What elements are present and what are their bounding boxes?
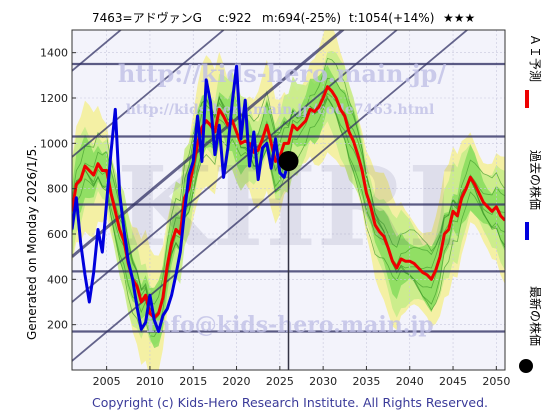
header-code-name: 7463=アドヴァンG	[92, 10, 202, 25]
y-axis-ticks: 200 400 600 800 1000 1200 1400	[40, 47, 76, 332]
trend-channel-line	[72, 30, 345, 258]
x-tick-label: 2030	[309, 375, 337, 388]
trend-channel-line	[72, 30, 225, 158]
latest-price-marker	[278, 151, 299, 172]
y-tick-label: 1400	[40, 47, 68, 60]
generated-date-label: Generated on Monday 2026/1/5.	[25, 145, 39, 340]
past-price-series-line	[72, 64, 290, 333]
x-tick-label: 2040	[396, 375, 424, 388]
watermark-url: http://kids-hero.main.jp/	[118, 59, 446, 88]
x-tick-label: 2050	[482, 375, 510, 388]
header-target-price: t:1054(+14%)	[349, 11, 434, 25]
watermark-email: info@kids-hero.main.jp	[146, 312, 433, 338]
forecast-ensemble-line	[72, 57, 505, 305]
plot-frame	[71, 29, 506, 371]
x-tick-label: 2025	[266, 375, 294, 388]
y-tick-label: 1200	[40, 92, 68, 105]
header-mid-price: m:694(-25%)	[262, 11, 341, 25]
y-tick-label: 200	[47, 319, 68, 332]
y-tick-label: 400	[47, 273, 68, 286]
legend-past-price-label: 過去の株価	[528, 150, 543, 210]
legend-latest-price-swatch	[519, 359, 533, 373]
header-stars: ★★★	[443, 11, 475, 25]
x-tick-label: 2045	[439, 375, 467, 388]
legend-latest-price-label: 最新の株価	[528, 286, 543, 346]
forecast-ensemble-line	[72, 92, 505, 317]
x-tick-label: 2020	[223, 375, 251, 388]
y-tick-label: 1000	[40, 137, 68, 150]
x-tick-label: 2005	[93, 375, 121, 388]
x-tick-label: 2015	[179, 375, 207, 388]
forecast-series-line	[72, 85, 505, 320]
forecast-ensemble-line	[72, 77, 505, 316]
x-tick-label: 2035	[352, 375, 380, 388]
y-tick-label: 600	[47, 228, 68, 241]
x-axis-ticks: 2005 2010 2015 2020 2025 2030 2035 2040 2045 2050	[93, 366, 510, 388]
trend-channel-line	[72, 30, 399, 303]
watermark-url-code: http://kids-hero.main.jp/code7463.html	[126, 102, 435, 118]
y-tick-label: 800	[47, 183, 68, 196]
copyright-footer: Copyright (c) Kids-Hero Research Institu…	[92, 395, 488, 410]
legend-ai-forecast-label: ＡＩ予測	[528, 34, 542, 82]
x-tick-label: 2010	[136, 375, 164, 388]
legend: ＡＩ予測 過去の株価 最新の株価	[519, 34, 543, 373]
forecast-band-inner	[72, 65, 505, 349]
header-current-price: c:922	[218, 11, 252, 25]
